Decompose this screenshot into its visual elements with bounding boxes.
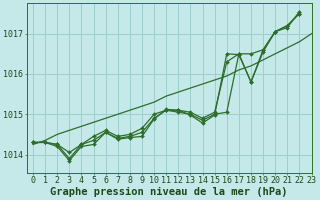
X-axis label: Graphe pression niveau de la mer (hPa): Graphe pression niveau de la mer (hPa) (51, 186, 288, 197)
